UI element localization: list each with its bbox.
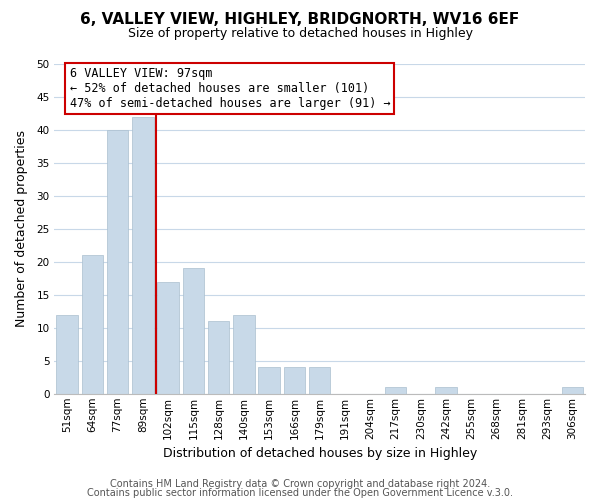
Bar	[182, 268, 204, 394]
Text: Contains public sector information licensed under the Open Government Licence v.: Contains public sector information licen…	[87, 488, 513, 498]
Bar	[132, 117, 154, 394]
Text: 6 VALLEY VIEW: 97sqm
← 52% of detached houses are smaller (101)
47% of semi-deta: 6 VALLEY VIEW: 97sqm ← 52% of detached h…	[70, 68, 390, 110]
Bar	[284, 368, 305, 394]
Bar	[157, 282, 179, 394]
Bar	[309, 368, 331, 394]
X-axis label: Distribution of detached houses by size in Highley: Distribution of detached houses by size …	[163, 447, 477, 460]
Text: Contains HM Land Registry data © Crown copyright and database right 2024.: Contains HM Land Registry data © Crown c…	[110, 479, 490, 489]
Bar	[562, 387, 583, 394]
Bar	[208, 321, 229, 394]
Bar	[107, 130, 128, 394]
Text: Size of property relative to detached houses in Highley: Size of property relative to detached ho…	[128, 28, 473, 40]
Bar	[259, 368, 280, 394]
Bar	[436, 387, 457, 394]
Bar	[82, 256, 103, 394]
Text: 6, VALLEY VIEW, HIGHLEY, BRIDGNORTH, WV16 6EF: 6, VALLEY VIEW, HIGHLEY, BRIDGNORTH, WV1…	[80, 12, 520, 28]
Bar	[56, 314, 78, 394]
Bar	[233, 314, 254, 394]
Bar	[385, 387, 406, 394]
Y-axis label: Number of detached properties: Number of detached properties	[15, 130, 28, 328]
